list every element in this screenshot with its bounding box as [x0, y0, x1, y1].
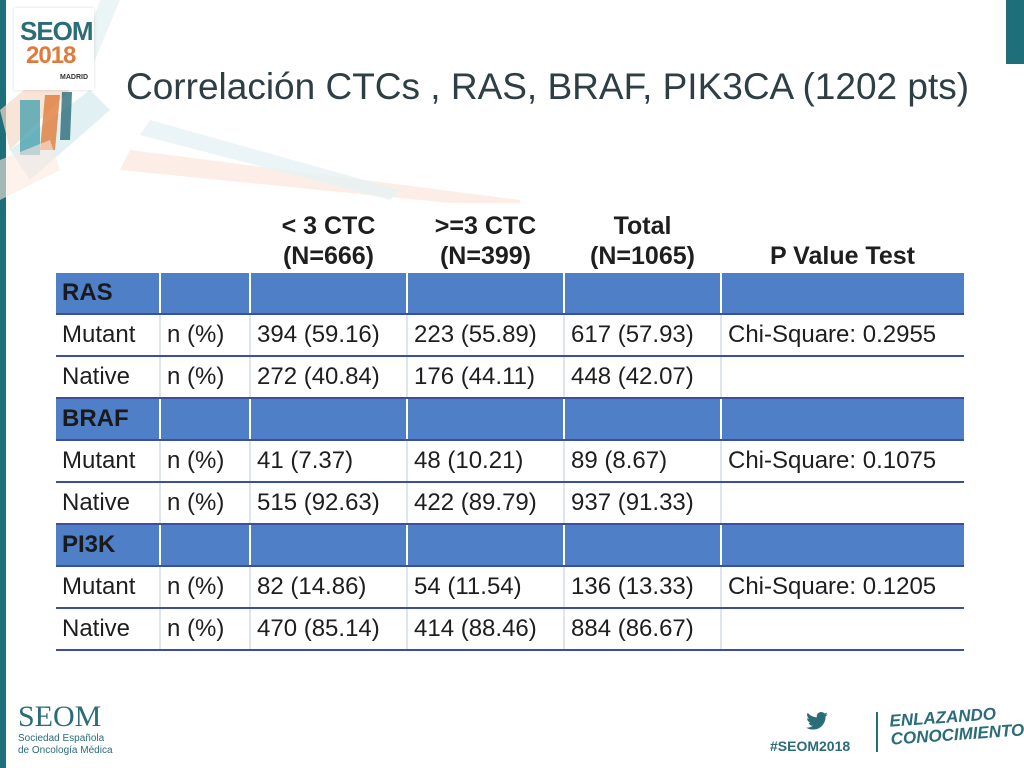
section-cell: [407, 398, 565, 441]
table-row: Native n (%) 515 (92.63) 422 (89.79) 937 (91…: [56, 482, 964, 525]
cell-lt3: 272 (40.84): [250, 356, 408, 399]
cell-total: 617 (57.93): [564, 314, 722, 357]
logo-city-text: MADRID: [60, 74, 88, 81]
section-label: PI3K: [56, 524, 161, 567]
decorative-stripes: [0, 0, 520, 210]
cell-total: 937 (91.33): [564, 482, 722, 525]
cell-lt3: 515 (92.63): [250, 482, 408, 525]
tagline: ENLAZANDO CONOCIMIENTO: [889, 703, 1024, 748]
cell-unit: n (%): [160, 608, 251, 651]
section-cell: [721, 398, 964, 441]
footer-seom-logo: SEOM: [18, 700, 102, 733]
cell-p: [721, 608, 964, 651]
section-cell: [407, 524, 565, 567]
footer-org-line1: Sociedad Española: [18, 733, 105, 744]
section-cell: [564, 524, 722, 567]
logo-year-text: 2018: [26, 42, 76, 69]
section-cell: [564, 398, 722, 441]
table-body: RAS Mutant n (%) 394 (59.16) 223 (55.89) 617 …: [56, 273, 964, 651]
table-row: Mutant n (%) 82 (14.86) 54 (11.54) 136 (13.3…: [56, 566, 964, 609]
section-label: BRAF: [56, 398, 161, 441]
results-table: < 3 CTC (N=666) >=3 CTC (N=399) Total (N=1…: [56, 203, 964, 651]
cell-label: Native: [56, 356, 161, 399]
cell-unit: n (%): [160, 566, 251, 609]
table-row: Mutant n (%) 41 (7.37) 48 (10.21) 89 (8.67) C…: [56, 440, 964, 483]
column-header-1: [160, 203, 250, 273]
section-row-pi3k: PI3K: [56, 524, 964, 567]
cell-p: Chi-Square: 0.2955: [721, 314, 964, 357]
cell-lt3: 82 (14.86): [250, 566, 408, 609]
cell-label: Mutant: [56, 566, 161, 609]
left-accent-bar: [0, 0, 6, 768]
section-row-ras: RAS: [56, 273, 964, 315]
cell-total: 136 (13.33): [564, 566, 722, 609]
cell-lt3: 394 (59.16): [250, 314, 408, 357]
section-cell: [250, 524, 408, 567]
section-cell: [250, 273, 408, 315]
cell-p: Chi-Square: 0.1205: [721, 566, 964, 609]
cell-total: 448 (42.07): [564, 356, 722, 399]
cell-ge3: 422 (89.79): [407, 482, 565, 525]
column-header-0: [56, 203, 160, 273]
cell-label: Mutant: [56, 440, 161, 483]
column-header-2: < 3 CTC (N=666): [281, 212, 376, 270]
column-header-3: >=3 CTC (N=399): [434, 212, 537, 270]
right-accent-bar: [1006, 0, 1024, 64]
section-row-braf: BRAF: [56, 398, 964, 441]
table-row: Native n (%) 470 (85.14) 414 (88.46) 884 (86…: [56, 608, 964, 651]
column-header-4: Total (N=1065): [590, 212, 695, 270]
logo-seom-text: SEOM: [20, 16, 94, 46]
seom-2018-logo: SEOM 2018 MADRID: [14, 8, 94, 90]
cell-total: 89 (8.67): [564, 440, 722, 483]
section-cell: [564, 273, 722, 315]
cell-total: 884 (86.67): [564, 608, 722, 651]
section-cell: [160, 273, 251, 315]
cell-lt3: 41 (7.37): [250, 440, 408, 483]
cell-label: Native: [56, 482, 161, 525]
cell-label: Native: [56, 608, 161, 651]
cell-p: [721, 356, 964, 399]
footer-org-name: Sociedad Española de Oncología Médica: [18, 733, 113, 757]
footer-org-line2: de Oncología Médica: [18, 745, 113, 756]
cell-label: Mutant: [56, 314, 161, 357]
cell-p: Chi-Square: 0.1075: [721, 440, 964, 483]
cell-ge3: 54 (11.54): [407, 566, 565, 609]
section-cell: [407, 273, 565, 315]
column-header-5: P Value Test: [770, 242, 915, 270]
section-cell: [721, 524, 964, 567]
section-cell: [160, 524, 251, 567]
slide-title: Correlación CTCs , RAS, BRAF, PIK3CA (12…: [126, 66, 970, 107]
table-row: Native n (%) 272 (40.84) 176 (44.11) 448 (42…: [56, 356, 964, 399]
cell-ge3: 223 (55.89): [407, 314, 565, 357]
table-header-row: < 3 CTC (N=666) >=3 CTC (N=399) Total (N=1…: [56, 203, 964, 273]
footer-divider: [876, 712, 878, 752]
cell-unit: n (%): [160, 314, 251, 357]
cell-ge3: 176 (44.11): [407, 356, 565, 399]
cell-unit: n (%): [160, 482, 251, 525]
cell-lt3: 470 (85.14): [250, 608, 408, 651]
cell-unit: n (%): [160, 356, 251, 399]
hashtag-text: #SEOM2018: [770, 738, 851, 754]
section-label: RAS: [56, 273, 161, 315]
twitter-icon: [806, 712, 828, 730]
section-cell: [721, 273, 964, 315]
cell-ge3: 414 (88.46): [407, 608, 565, 651]
section-cell: [250, 398, 408, 441]
results-table-container: < 3 CTC (N=666) >=3 CTC (N=399) Total (N=1…: [56, 203, 970, 651]
cell-p: [721, 482, 964, 525]
section-cell: [160, 398, 251, 441]
table-row: Mutant n (%) 394 (59.16) 223 (55.89) 617 (57…: [56, 314, 964, 357]
cell-ge3: 48 (10.21): [407, 440, 565, 483]
cell-unit: n (%): [160, 440, 251, 483]
